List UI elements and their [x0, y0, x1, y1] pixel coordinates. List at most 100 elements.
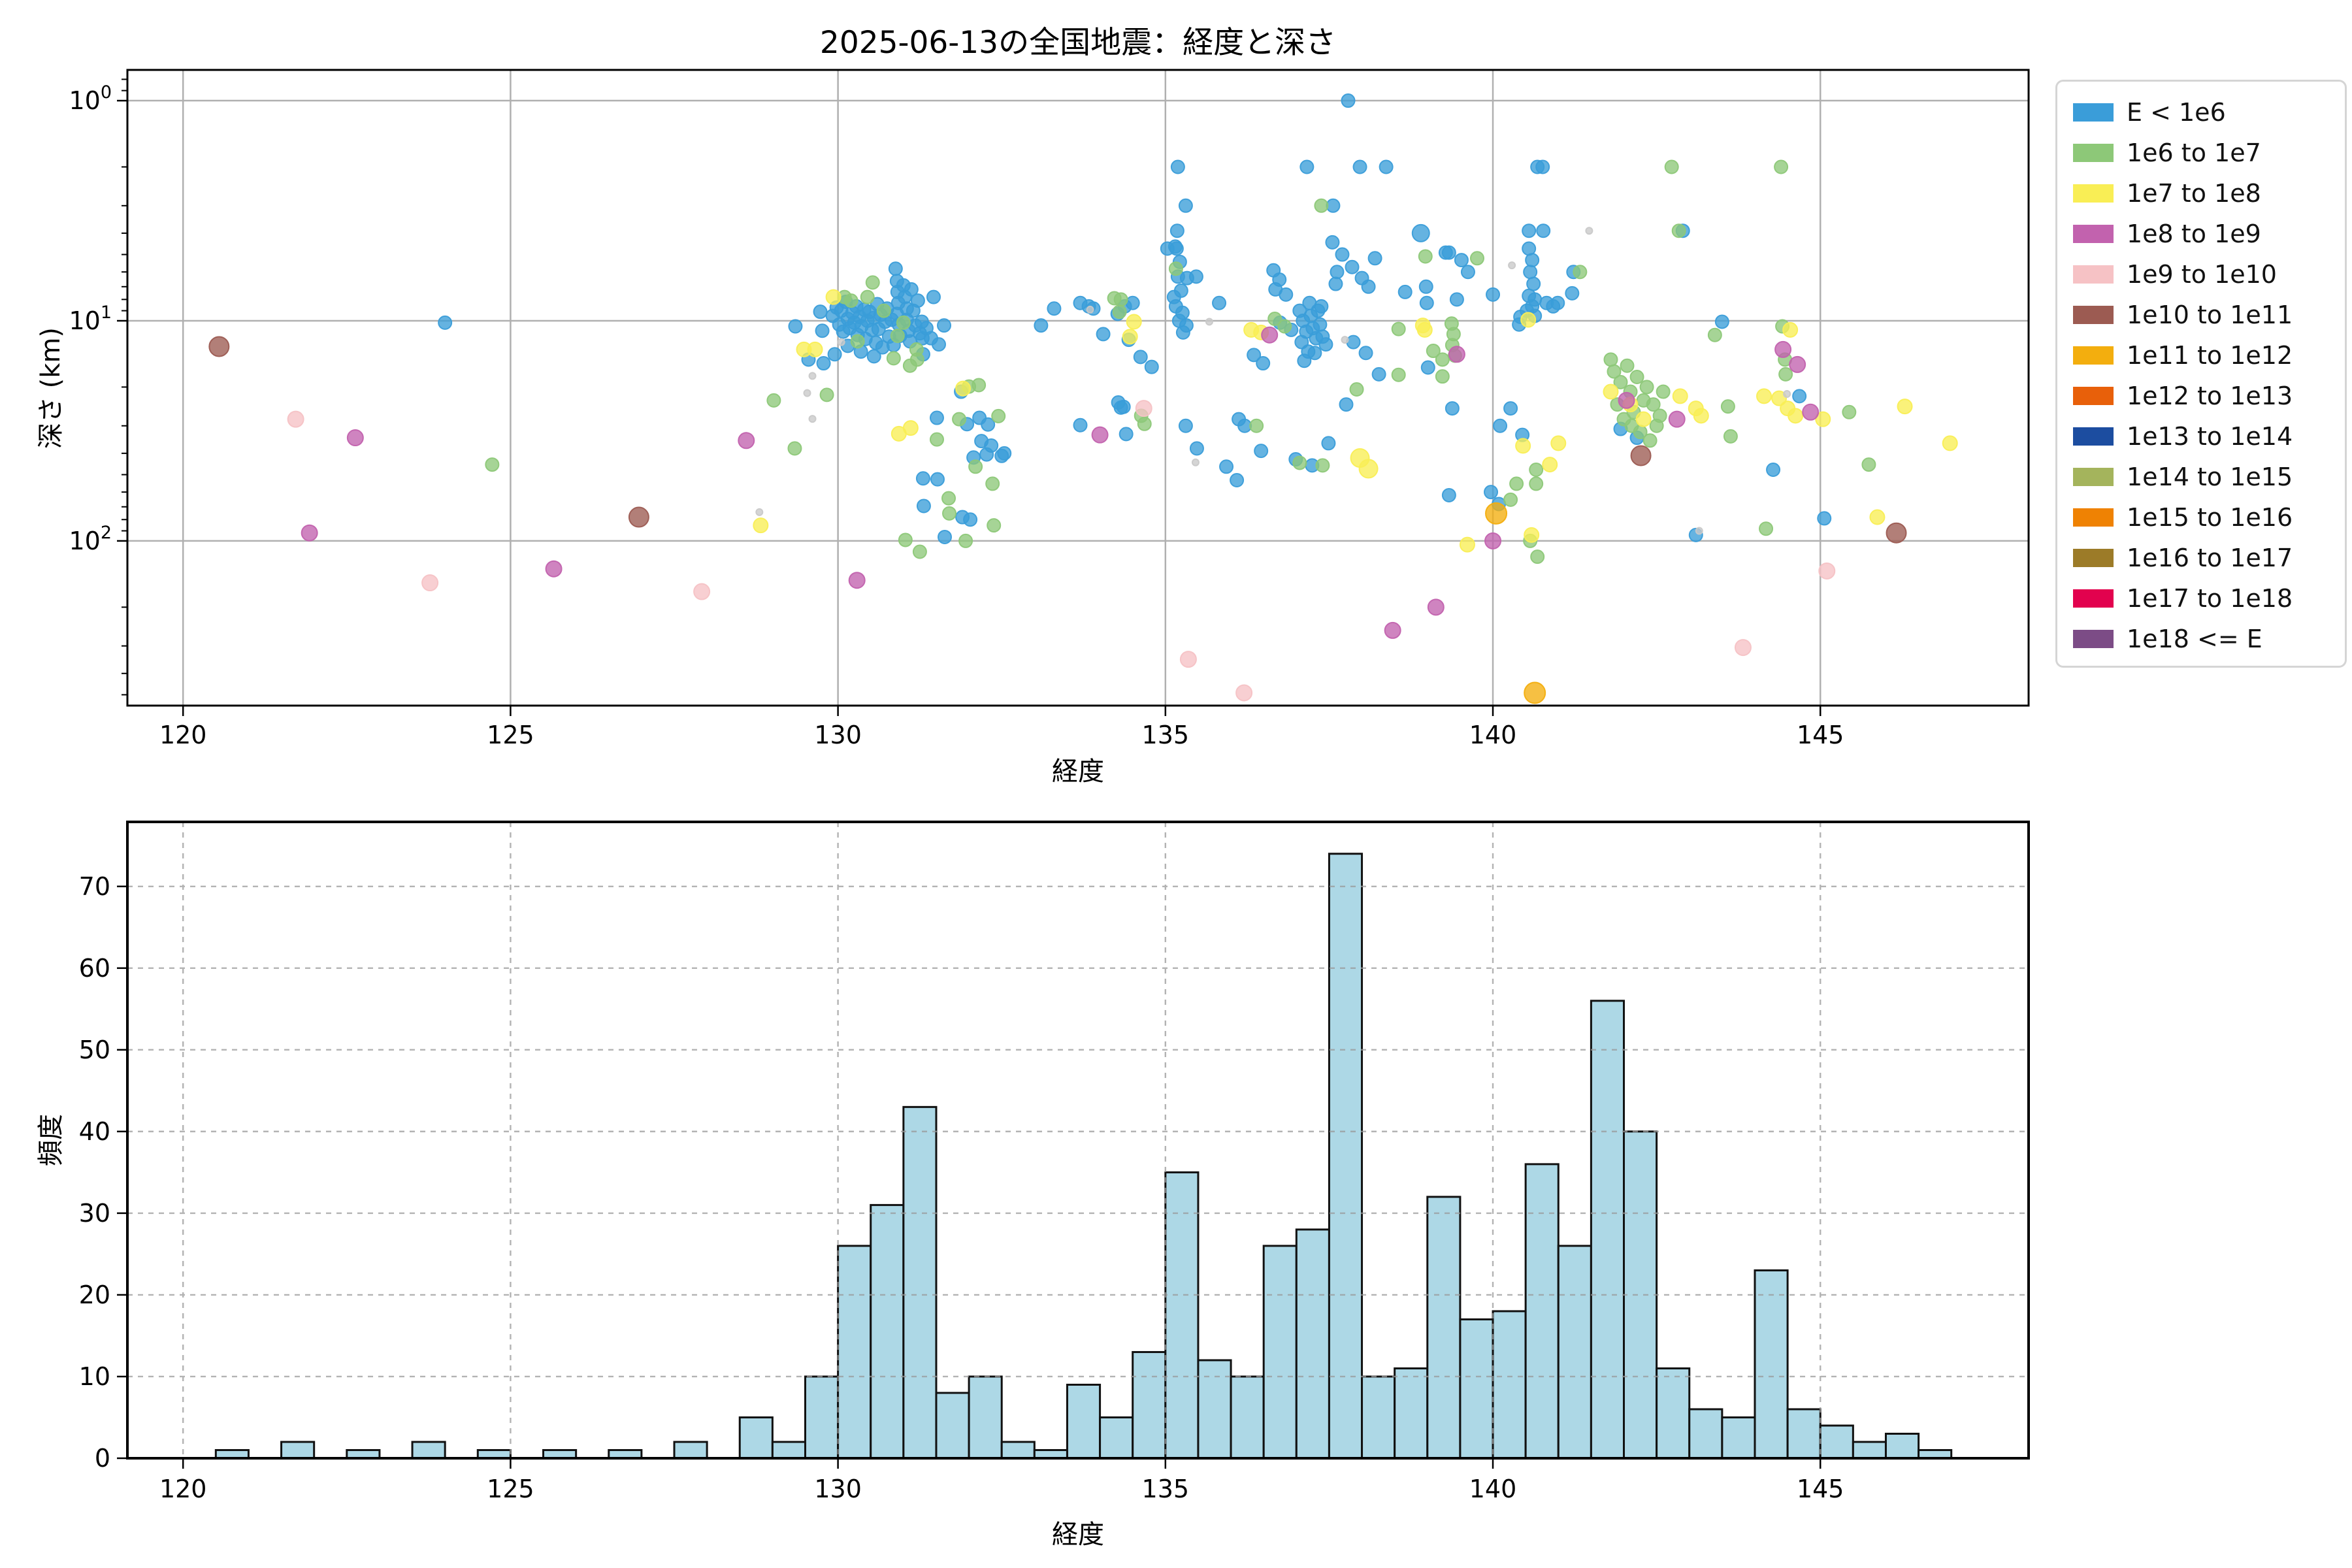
- scatter-point: [808, 372, 817, 380]
- scatter-point: [963, 512, 978, 527]
- histogram-bar: [771, 1441, 806, 1460]
- scatter-point: [1630, 445, 1652, 466]
- scatter-point: [1522, 223, 1537, 238]
- scatter-point: [1169, 241, 1184, 256]
- scatter-point: [1493, 418, 1508, 433]
- histogram-bar: [1295, 1228, 1330, 1460]
- legend-item: 1e9 to 1e10: [2057, 254, 2345, 295]
- scatter-yaxis-label: 深さ (km): [36, 327, 66, 449]
- scatter-point: [1349, 382, 1364, 397]
- scatter-point: [1525, 253, 1540, 268]
- scatter-point: [1237, 418, 1252, 433]
- histogram-bar: [1230, 1375, 1265, 1460]
- legend-item-label: 1e6 to 1e7: [2127, 139, 2261, 167]
- scatter-point: [1411, 223, 1430, 242]
- scatter-point: [1325, 235, 1340, 250]
- scatter-point: [888, 261, 903, 276]
- scatter-point: [1886, 522, 1907, 544]
- scatter-point: [1435, 369, 1450, 384]
- scatter-point: [628, 506, 649, 528]
- legend-swatch-icon: [2073, 265, 2114, 284]
- histogram-bar: [968, 1375, 1003, 1460]
- scatter-point: [991, 408, 1006, 423]
- scatter-xaxis-label: 経度: [1052, 757, 1104, 787]
- scatter-point: [1613, 374, 1628, 389]
- histogram-bar: [1786, 1408, 1821, 1460]
- scatter-point: [1261, 326, 1279, 344]
- scatter-point: [1530, 549, 1545, 564]
- scatter-point: [1345, 259, 1360, 274]
- scatter-point: [1175, 305, 1190, 320]
- y-tick-label: 10: [79, 1362, 110, 1391]
- legend-swatch-icon: [2073, 225, 2114, 243]
- legend-item-label: 1e15 to 1e16: [2127, 503, 2293, 532]
- scatter-point: [1122, 329, 1138, 345]
- x-tick-label: 135: [1142, 1475, 1190, 1503]
- scatter-point: [984, 438, 999, 453]
- scatter-point: [912, 544, 927, 559]
- scatter-point: [287, 410, 304, 428]
- scatter-point: [997, 446, 1012, 461]
- scatter-point: [915, 471, 930, 486]
- scatter-point: [1503, 401, 1518, 416]
- scatter-point: [1367, 251, 1382, 266]
- scatter-point: [1671, 223, 1686, 238]
- histogram-bar: [1754, 1269, 1789, 1460]
- histogram-bar: [280, 1441, 316, 1460]
- scatter-point: [807, 341, 823, 357]
- scatter-point: [1672, 388, 1688, 404]
- legend-item: 1e16 to 1e17: [2057, 538, 2345, 578]
- scatter-point: [1277, 319, 1292, 334]
- scatter-point: [766, 393, 781, 408]
- series-1e7-to-1e8: [753, 289, 1958, 553]
- scatter-point: [1267, 312, 1282, 327]
- scatter-point: [1418, 249, 1433, 264]
- scatter-point: [985, 476, 1000, 491]
- scatter-point: [1435, 352, 1450, 367]
- scatter-point: [1486, 287, 1501, 302]
- scatter-point: [1418, 279, 1433, 294]
- scatter-point: [1529, 476, 1544, 491]
- y-tick-label: 30: [79, 1199, 110, 1228]
- legend-swatch-icon: [2073, 387, 2114, 405]
- scatter-point: [1817, 511, 1832, 526]
- y-tick-label: 100: [69, 82, 112, 115]
- scatter-point: [1254, 444, 1269, 459]
- scatter-point: [1047, 301, 1062, 316]
- scatter-point: [1307, 346, 1322, 361]
- scatter-point: [1419, 295, 1434, 310]
- scatter-point: [837, 338, 845, 346]
- scatter-point: [825, 289, 841, 305]
- legend-item-label: 1e9 to 1e10: [2127, 260, 2277, 289]
- legend-swatch-icon: [2073, 468, 2114, 486]
- scatter-point: [1119, 427, 1134, 442]
- scatter-point: [1668, 410, 1686, 428]
- scatter-point: [1460, 265, 1475, 280]
- scatter-point: [1783, 389, 1791, 398]
- scatter-point: [485, 457, 500, 472]
- histogram-bar: [1459, 1318, 1494, 1460]
- legend-item-label: 1e13 to 1e14: [2127, 422, 2293, 451]
- histogram-bar: [1197, 1359, 1232, 1460]
- legend-item-label: 1e14 to 1e15: [2127, 463, 2293, 491]
- scatter-point: [1607, 364, 1622, 379]
- legend-item: 1e17 to 1e18: [2057, 578, 2345, 619]
- y-tick-label: 20: [79, 1281, 110, 1309]
- scatter-point: [987, 518, 1002, 533]
- legend-item: 1e13 to 1e14: [2057, 416, 2345, 457]
- histogram-bar: [1426, 1196, 1462, 1460]
- scatter-point: [1173, 283, 1188, 298]
- scatter-point: [1485, 502, 1508, 525]
- scatter-point: [937, 318, 952, 333]
- scatter-point: [1292, 455, 1307, 470]
- scatter-point: [1397, 284, 1413, 299]
- scatter-point: [1113, 292, 1128, 307]
- scatter-point: [808, 415, 817, 423]
- scatter-frame: [126, 69, 2030, 707]
- legend-swatch-icon: [2073, 549, 2114, 567]
- scatter-point: [898, 532, 913, 547]
- scatter-point: [1802, 403, 1820, 421]
- scatter-point: [902, 420, 919, 436]
- histogram-bar: [1099, 1416, 1134, 1460]
- scatter-point: [738, 432, 755, 449]
